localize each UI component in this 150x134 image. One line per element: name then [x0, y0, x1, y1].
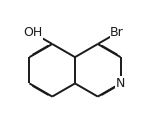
Text: N: N — [116, 77, 125, 90]
Text: OH: OH — [23, 26, 42, 39]
Text: Br: Br — [110, 26, 124, 39]
